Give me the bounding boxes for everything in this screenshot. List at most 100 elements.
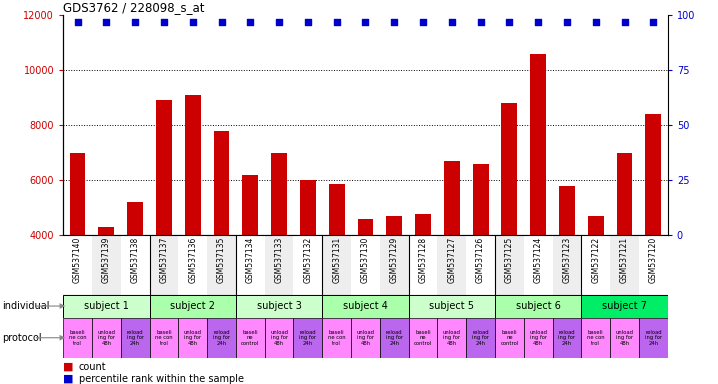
Bar (495, 318, 524, 358)
Text: GSM537128: GSM537128 (419, 237, 427, 283)
Bar (386, 216, 402, 235)
Text: baseli
ne
control: baseli ne control (414, 330, 432, 346)
Bar (236, 295, 322, 318)
Bar (178, 235, 207, 295)
Text: GSM537134: GSM537134 (246, 237, 255, 283)
Point (619, 19, 630, 25)
Bar (322, 318, 351, 358)
Bar (294, 318, 322, 358)
Bar (149, 295, 236, 318)
Bar (300, 180, 316, 235)
Text: reload
ing for
24h: reload ing for 24h (645, 330, 662, 346)
Text: GSM537137: GSM537137 (159, 237, 169, 283)
Bar (351, 235, 380, 295)
Bar (437, 235, 466, 295)
Text: reload
ing for
24h: reload ing for 24h (126, 330, 144, 346)
Bar (207, 235, 236, 295)
Text: protocol: protocol (2, 333, 42, 343)
Text: count: count (79, 362, 106, 372)
Text: baseli
ne con
trol: baseli ne con trol (69, 330, 86, 346)
Text: GSM537129: GSM537129 (390, 237, 398, 283)
Text: reload
ing for
24h: reload ing for 24h (559, 330, 576, 346)
Text: GSM537121: GSM537121 (620, 237, 629, 283)
Bar (639, 318, 668, 358)
Bar (409, 235, 437, 295)
Bar (121, 318, 149, 358)
Bar (243, 175, 258, 235)
Point (245, 19, 256, 25)
Text: subject 3: subject 3 (256, 301, 302, 311)
Bar (466, 235, 495, 295)
Text: percentile rank within the sample: percentile rank within the sample (79, 374, 244, 384)
Text: GSM537123: GSM537123 (562, 237, 572, 283)
Text: reload
ing for
24h: reload ing for 24h (299, 330, 317, 346)
Bar (63, 295, 149, 318)
Point (274, 19, 285, 25)
Bar (271, 153, 287, 235)
Text: baseli
ne con
trol: baseli ne con trol (587, 330, 605, 346)
Bar (92, 235, 121, 295)
Point (302, 19, 314, 25)
Bar (127, 202, 143, 235)
Text: GSM537131: GSM537131 (332, 237, 341, 283)
Bar (265, 318, 294, 358)
Text: baseli
ne
control: baseli ne control (241, 330, 259, 346)
Bar (444, 161, 460, 235)
Bar (70, 153, 85, 235)
Bar (322, 295, 409, 318)
Bar (156, 101, 172, 235)
Bar (149, 318, 178, 358)
Text: GSM537120: GSM537120 (649, 237, 658, 283)
Bar (236, 318, 265, 358)
Bar (63, 318, 92, 358)
Bar (582, 318, 610, 358)
Bar (265, 235, 294, 295)
Text: GSM537125: GSM537125 (505, 237, 514, 283)
Text: subject 7: subject 7 (602, 301, 647, 311)
Point (360, 19, 371, 25)
Bar (588, 216, 604, 235)
Text: subject 5: subject 5 (429, 301, 475, 311)
Bar (322, 235, 351, 295)
Bar (617, 153, 633, 235)
Text: unload
ing for
48h: unload ing for 48h (184, 330, 202, 346)
Bar (98, 227, 114, 235)
Point (101, 19, 112, 25)
Bar (236, 235, 265, 295)
Point (561, 19, 573, 25)
Point (446, 19, 457, 25)
Text: GSM537126: GSM537126 (476, 237, 485, 283)
Bar (582, 235, 610, 295)
Bar (207, 318, 236, 358)
Text: GSM537127: GSM537127 (447, 237, 457, 283)
Bar (409, 318, 437, 358)
Bar (639, 235, 668, 295)
Bar (63, 235, 92, 295)
Text: unload
ing for
48h: unload ing for 48h (98, 330, 116, 346)
Text: ■: ■ (63, 362, 74, 372)
Bar (610, 235, 639, 295)
Bar (92, 318, 121, 358)
Bar (415, 214, 431, 235)
Text: reload
ing for
24h: reload ing for 24h (472, 330, 489, 346)
Text: baseli
ne con
trol: baseli ne con trol (155, 330, 173, 346)
Text: reload
ing for
24h: reload ing for 24h (386, 330, 403, 346)
Text: subject 1: subject 1 (84, 301, 129, 311)
Text: subject 4: subject 4 (343, 301, 388, 311)
Text: GSM537132: GSM537132 (304, 237, 312, 283)
Bar (466, 318, 495, 358)
Text: individual: individual (2, 301, 50, 311)
Point (216, 19, 228, 25)
Text: unload
ing for
48h: unload ing for 48h (270, 330, 288, 346)
Point (475, 19, 486, 25)
Text: GSM537130: GSM537130 (361, 237, 370, 283)
Bar (559, 185, 575, 235)
Point (417, 19, 429, 25)
Text: GSM537136: GSM537136 (188, 237, 197, 283)
Bar (472, 164, 488, 235)
Bar (329, 184, 345, 235)
Bar (610, 318, 639, 358)
Text: GDS3762 / 228098_s_at: GDS3762 / 228098_s_at (63, 1, 205, 14)
Text: ■: ■ (63, 374, 74, 384)
Bar (178, 318, 207, 358)
